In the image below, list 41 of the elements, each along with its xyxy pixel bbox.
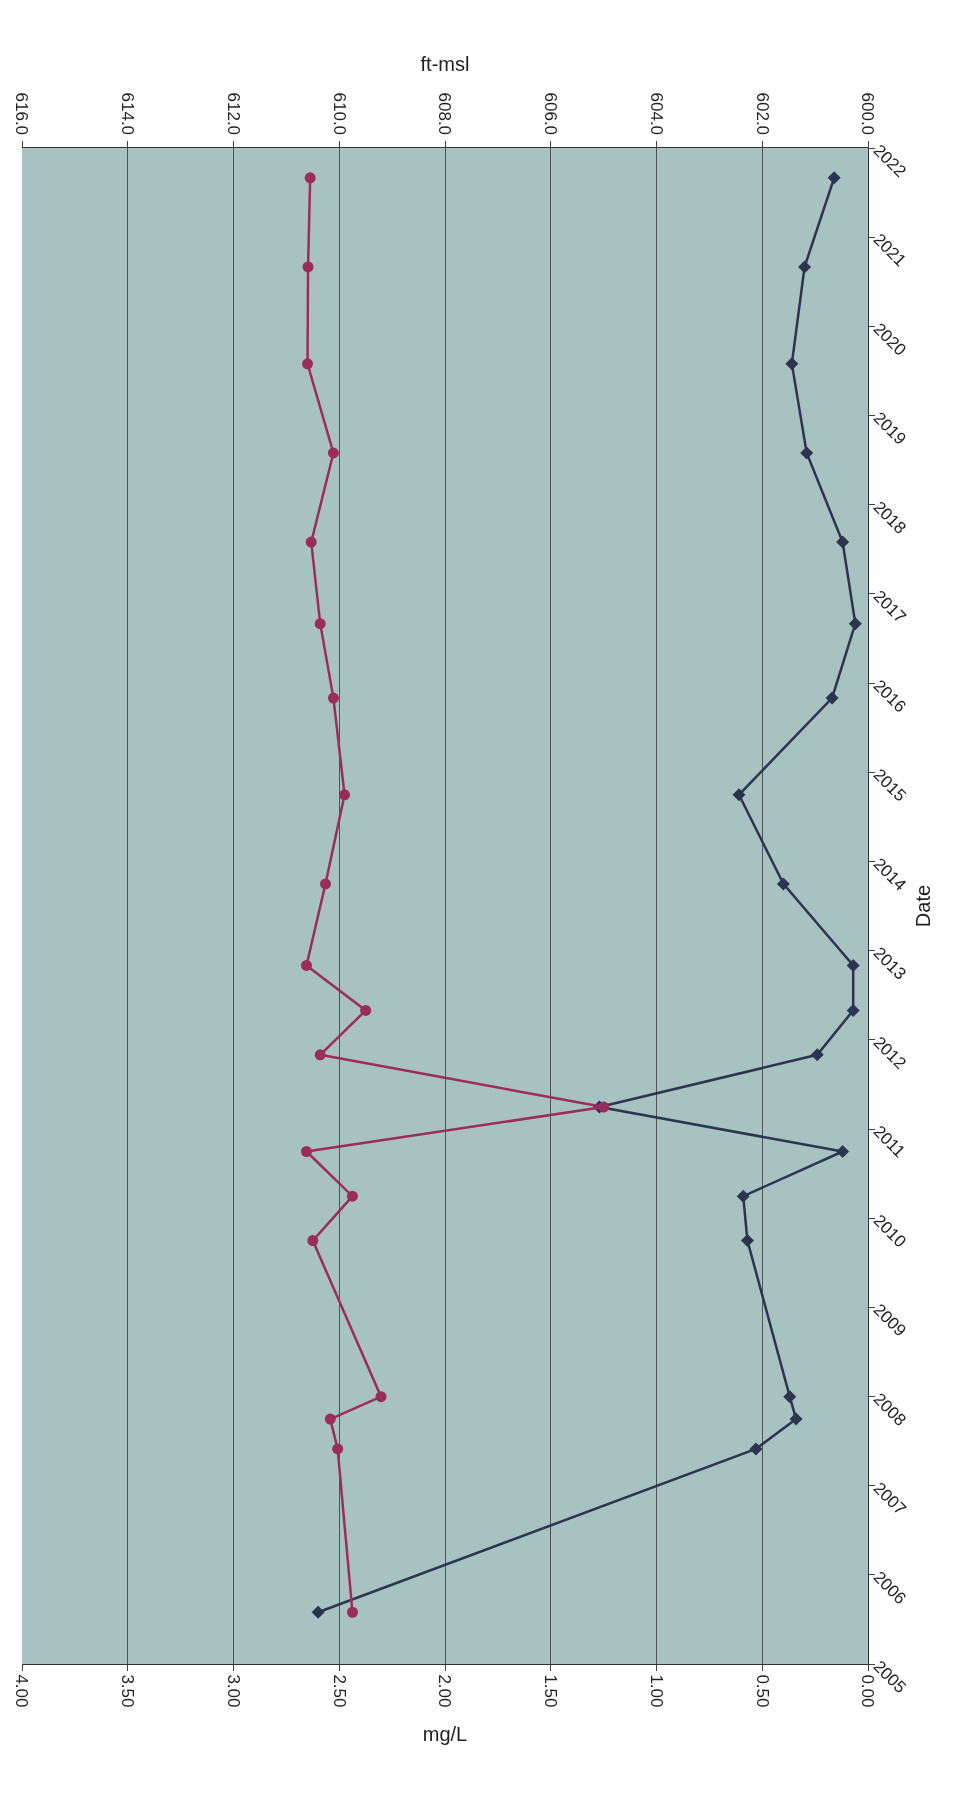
point xyxy=(327,692,339,704)
x2-tick-label: 606.0 xyxy=(541,92,561,136)
point xyxy=(300,1146,312,1157)
point xyxy=(332,1443,344,1455)
point xyxy=(339,789,351,801)
x-tick-label: 1.00 xyxy=(646,1674,666,1708)
x-tick-label: 3.50 xyxy=(118,1674,138,1708)
x-tick-label: 3.00 xyxy=(223,1674,243,1708)
x-tick-label: 1.50 xyxy=(541,1674,561,1708)
point xyxy=(307,1235,319,1247)
x2-tick-label: 614.0 xyxy=(118,92,138,136)
point xyxy=(314,1049,326,1061)
point xyxy=(346,1606,358,1618)
point xyxy=(302,358,314,370)
x2-tick-label: 600.0 xyxy=(858,92,878,136)
x2-axis-title: ft-msl xyxy=(420,53,470,75)
point xyxy=(305,536,317,548)
point xyxy=(375,1391,387,1403)
x2-tick-label: 612.0 xyxy=(223,92,243,136)
point xyxy=(304,172,316,184)
x2-tick-label: 610.0 xyxy=(329,92,349,136)
point xyxy=(598,1101,610,1113)
point xyxy=(300,959,312,971)
x-tick-label: 0.50 xyxy=(752,1674,772,1708)
point xyxy=(320,878,331,890)
x-tick-label: 0.00 xyxy=(858,1674,878,1708)
point xyxy=(360,1004,372,1016)
x2-tick-label: 616.0 xyxy=(12,92,32,136)
x-tick-label: 2.00 xyxy=(435,1674,455,1708)
y-axis-title: Date xyxy=(911,884,934,928)
x2-tick-label: 608.0 xyxy=(435,92,455,136)
x2-tick-label: 602.0 xyxy=(752,92,772,136)
point xyxy=(327,447,339,459)
x-axis-title: mg/L xyxy=(422,1722,468,1745)
x-tick-label: 4.00 xyxy=(12,1674,32,1708)
point xyxy=(346,1190,358,1202)
x2-tick-label: 604.0 xyxy=(646,92,666,136)
x-tick-label: 2.50 xyxy=(329,1674,349,1708)
point xyxy=(324,1413,336,1425)
point xyxy=(302,261,314,273)
point xyxy=(314,618,326,630)
